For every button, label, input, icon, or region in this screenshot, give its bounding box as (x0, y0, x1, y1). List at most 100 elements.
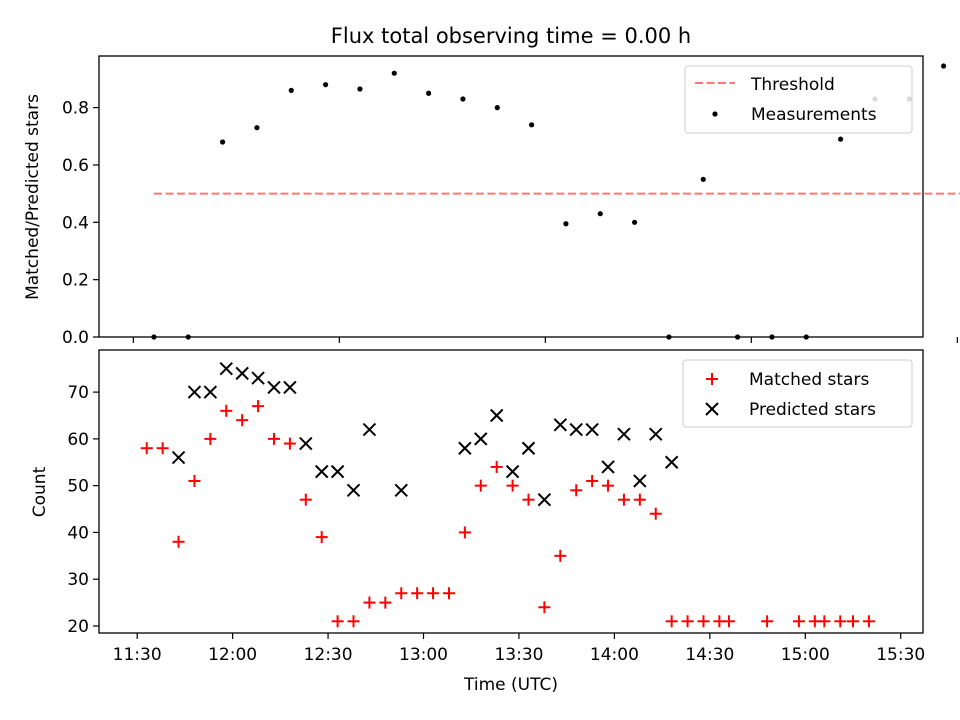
top-y-tick-label: 0.8 (62, 99, 89, 119)
matched-star-point (236, 414, 249, 427)
matched-star-point (363, 596, 376, 609)
measurement-point (391, 70, 397, 76)
x-tick-label: 13:00 (399, 645, 448, 665)
predicted-star-point (283, 380, 297, 395)
predicted-star-point (601, 460, 615, 474)
bottom-plot-area (140, 362, 875, 628)
matched-stars-series (140, 400, 875, 628)
bottom-axes-frame (98, 349, 924, 634)
measurement-point (941, 63, 947, 69)
bottom-y-tick-label: 40 (67, 523, 89, 543)
legend-measurements-label: Measurements (751, 105, 877, 125)
predicted-star-point (474, 432, 488, 446)
predicted-star-point (569, 422, 583, 437)
top-y-ticks: 0.0 0.2 0.4 0.6 0.8 (62, 99, 99, 348)
predicted-star-point (187, 385, 202, 399)
predicted-star-point (521, 441, 536, 455)
predicted-star-point (617, 427, 631, 441)
bottom-panel: 20 30 40 50 60 70 11:30 12:00 12:30 13:00 13:30 14… (30, 349, 925, 695)
matched-star-point (252, 400, 265, 413)
matched-star-point (570, 484, 583, 497)
matched-star-point (847, 615, 860, 628)
predicted-star-point (458, 441, 472, 455)
x-tick-label: 15:30 (876, 645, 925, 665)
predicted-star-point (505, 464, 520, 479)
matched-star-point (283, 437, 296, 450)
measurements-legend-swatch (712, 111, 718, 117)
bottom-y-ticks: 20 30 40 50 60 70 (67, 383, 99, 637)
x-tick-label: 11:30 (113, 645, 162, 665)
predicted-star-point (362, 422, 377, 437)
legend-threshold-label: Threshold (750, 75, 835, 95)
matched-star-point (395, 587, 408, 600)
predicted-star-point (585, 422, 599, 437)
matched-star-point (172, 535, 185, 548)
matched-star-point (331, 615, 344, 628)
matched-star-point (633, 493, 646, 506)
legend-predicted-label: Predicted stars (749, 400, 876, 420)
predicted-star-point (394, 483, 408, 498)
measurement-point (700, 176, 706, 182)
predicted-star-point (299, 436, 313, 451)
matched-star-point (697, 615, 710, 628)
predicted-star-point (664, 455, 679, 469)
matched-star-point (474, 479, 487, 492)
matched-star-point (427, 587, 440, 600)
predicted-star-point (649, 427, 663, 441)
matched-star-point (538, 601, 551, 614)
measurement-point (529, 122, 535, 128)
bottom-y-tick-label: 20 (67, 617, 89, 637)
bottom-y-tick-label: 60 (67, 430, 89, 450)
predicted-star-point (219, 362, 233, 376)
matched-star-point (204, 432, 217, 445)
bottom-legend: Matched stars Predicted stars (682, 359, 913, 428)
matched-star-point (506, 479, 519, 492)
predicted-star-point (235, 366, 249, 381)
top-panel: 0.00.20.40.60.8 Matched/Predicted stars … (23, 55, 960, 348)
matched-star-point (490, 460, 503, 473)
predicted-star-point (171, 450, 186, 465)
matched-star-point (299, 493, 312, 506)
matched-star-point (188, 474, 201, 487)
matched-star-point (220, 404, 233, 417)
matched-star-point (315, 531, 328, 544)
top-x-ticks (132, 337, 958, 343)
top-y-axis-label: Matched/Predicted stars (23, 94, 43, 300)
measurement-point (494, 105, 500, 111)
chart-title: Flux total observing time = 0.00 h (331, 24, 691, 48)
matched-star-point (140, 442, 153, 455)
legend-matched-label: Matched stars (749, 370, 869, 390)
x-tick-label: 14:00 (590, 645, 639, 665)
top-y-tick-label: 0.2 (62, 271, 89, 291)
matched-star-point (862, 615, 875, 628)
matched-star-point (442, 587, 455, 600)
predicted-star-point (489, 408, 504, 423)
measurement-point (563, 221, 569, 227)
predicted-star-point (203, 385, 218, 399)
measurement-point (288, 87, 294, 94)
top-axes-frame (98, 55, 924, 338)
x-tick-label: 12:00 (208, 645, 257, 665)
matched-star-point (722, 615, 735, 628)
top-legend: Threshold Measurements (684, 65, 913, 134)
bottom-x-ticks: 11:30 12:00 12:30 13:00 13:30 14:00 14:30 15:00… (113, 633, 925, 665)
top-y-tick-label: 0.4 (62, 213, 89, 233)
measurement-point (426, 90, 432, 96)
measurement-point (632, 219, 638, 225)
predicted-star-point (267, 380, 281, 395)
matched-star-point (617, 493, 630, 506)
x-tick-label: 12:30 (304, 645, 353, 665)
predicted-star-point (553, 418, 568, 432)
matched-star-point (522, 493, 535, 506)
matched-star-point (602, 479, 615, 492)
predicted-star-point (633, 474, 647, 488)
bottom-legend-box (682, 359, 913, 428)
matched-star-point (681, 615, 694, 628)
predicted-star-point (346, 483, 361, 498)
measurement-point (220, 139, 226, 145)
predicted-star-point (537, 492, 552, 507)
predicted-legend-swatch (705, 402, 719, 416)
matched-star-point (458, 526, 471, 539)
bottom-y-tick-label: 50 (67, 477, 89, 497)
